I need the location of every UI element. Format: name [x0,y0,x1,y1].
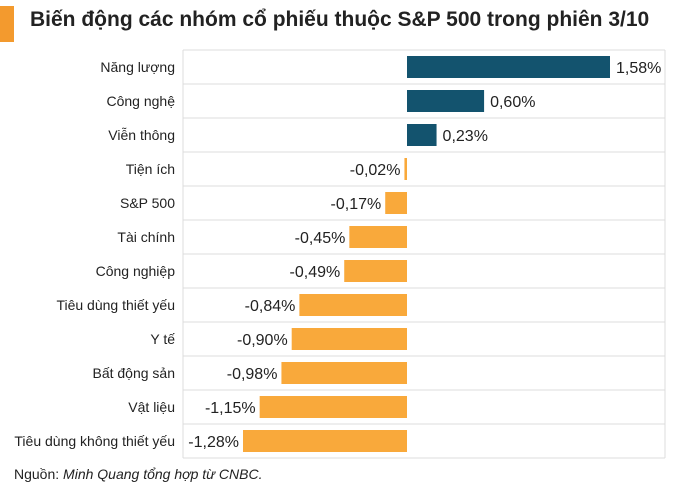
data-label: -0,84% [245,298,296,315]
source-prefix: Nguồn: [14,466,60,482]
data-label: -0,02% [350,162,401,179]
bar [407,56,610,78]
source-note: Nguồn: Minh Quang tổng hợp từ CNBC. [14,466,262,482]
title-accent-bar [0,6,14,42]
category-label: Năng lượng [100,59,175,75]
category-label: Bất động sản [92,365,175,381]
bar [385,192,407,214]
data-label: -0,45% [295,230,346,247]
bar [291,328,407,350]
category-label: Tài chính [117,229,175,245]
data-label: -0,17% [331,196,382,213]
bar [349,226,407,248]
category-label: S&P 500 [120,195,175,211]
category-label: Vật liệu [128,399,175,415]
data-label: -0,90% [237,332,288,349]
bar [243,430,407,452]
bar [344,260,407,282]
category-label: Công nghiệp [96,263,176,279]
source-text: Minh Quang tổng hợp từ CNBC. [63,466,263,482]
data-label: -0,49% [290,264,341,281]
bar [404,158,407,180]
category-label: Tiêu dùng thiết yếu [56,297,175,313]
category-label: Tiện ích [126,161,175,177]
bar [259,396,407,418]
bar [281,362,407,384]
category-label: Công nghệ [106,93,175,109]
data-label: 0,60% [490,94,535,111]
data-label: -1,28% [188,434,239,451]
category-label: Y tế [150,331,175,347]
bar [299,294,407,316]
bar [407,90,485,112]
bar [407,124,437,146]
category-label: Tiêu dùng không thiết yếu [14,433,175,449]
data-label: 1,58% [616,60,661,77]
chart-title: Biến động các nhóm cổ phiếu thuộc S&P 50… [30,8,650,31]
category-label: Viễn thông [108,127,175,143]
data-label: -1,15% [205,400,256,417]
data-label: 0,23% [443,128,488,145]
data-label: -0,98% [227,366,278,383]
